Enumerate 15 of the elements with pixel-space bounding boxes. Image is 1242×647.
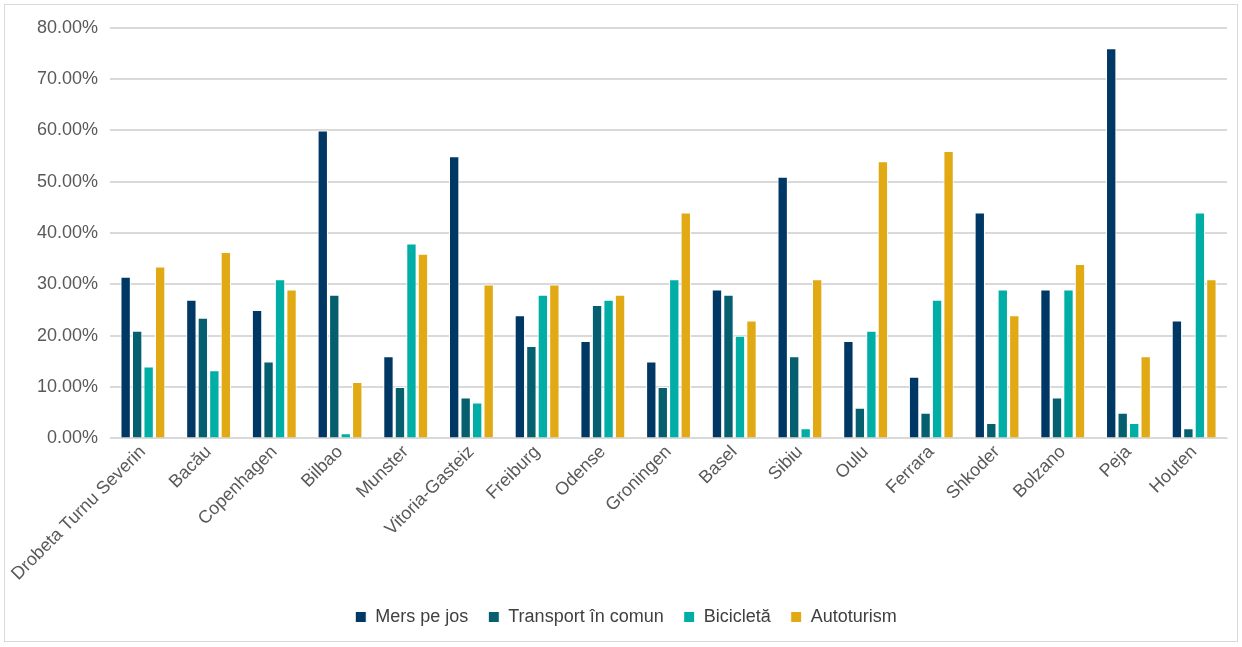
y-tick-label: 30.00%	[36, 273, 99, 294]
y-tick-label: 80.00%	[36, 16, 99, 37]
x-tick-label: Peja	[1095, 440, 1136, 481]
y-tick-label: 40.00%	[36, 222, 99, 243]
y-tick-label: 50.00%	[36, 170, 99, 191]
y-tick-label: 20.00%	[36, 324, 99, 345]
legend-label: Mers pe jos	[375, 605, 469, 626]
y-tick-label: 70.00%	[36, 68, 99, 89]
x-tick-label: Oulu	[830, 441, 872, 483]
y-tick-label: 0.00%	[47, 427, 99, 448]
legend-label: Autoturism	[810, 605, 897, 626]
y-tick-label: 10.00%	[36, 376, 99, 397]
legend-label: Transport în comun	[508, 605, 664, 626]
y-tick-label: 60.00%	[36, 119, 99, 140]
legend-label: Bicicletă	[703, 605, 772, 626]
